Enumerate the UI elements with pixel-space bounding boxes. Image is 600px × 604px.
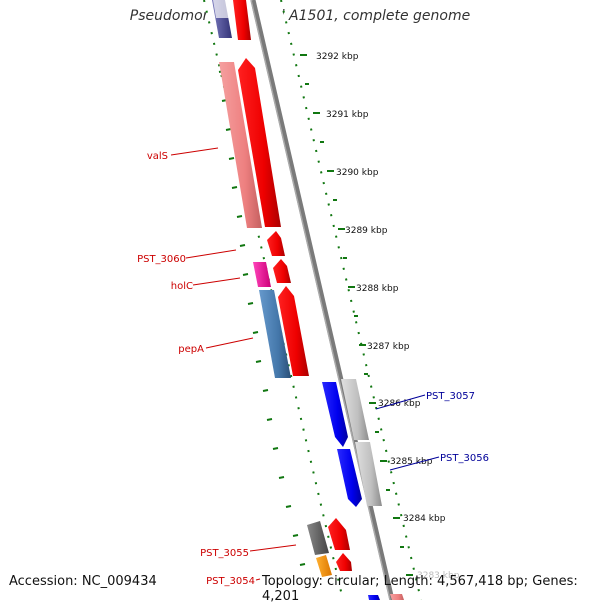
ruler-label: 3290 kbp: [336, 168, 379, 178]
gene-forward-valS[interactable]: [238, 58, 281, 227]
gene-reverse-pst3057[interactable]: [322, 382, 348, 447]
gene-label-pst3056[interactable]: PST_3056: [440, 453, 489, 464]
ruler-label: 3285 kbp: [390, 457, 433, 467]
gene-reverse-bottom[interactable]: [368, 595, 380, 600]
gene-forward-pst3060[interactable]: [267, 231, 285, 256]
gene-label-pst3060[interactable]: PST_3060: [137, 254, 186, 265]
gene-label-valS[interactable]: valS: [147, 151, 168, 162]
gene-label-holC[interactable]: holC: [171, 281, 193, 292]
gene-cog-pst3054[interactable]: [316, 555, 332, 577]
ruler-label: 3286 kbp: [378, 399, 421, 409]
gene-label-pepA[interactable]: pepA: [178, 344, 204, 355]
gene-cog-pst3057[interactable]: [341, 379, 369, 440]
ruler-labels: 3292 kbp 3291 kbp 3290 kbp 3289 kbp 3288…: [316, 52, 460, 581]
gene-cog-holC[interactable]: [253, 262, 271, 287]
gene-cog-pst3055[interactable]: [307, 521, 329, 555]
left-ruler-ticks: [218, 70, 306, 566]
accession-text: Accession: NC_009434: [9, 574, 157, 589]
ruler-label: 3288 kbp: [356, 284, 399, 294]
ruler-label: 3284 kbp: [403, 514, 446, 524]
ruler-label: 3287 kbp: [367, 342, 410, 352]
gene-forward-pepA[interactable]: [278, 286, 309, 376]
gene-label-pst3055[interactable]: PST_3055: [200, 548, 249, 559]
gene-cog-pepA[interactable]: [259, 290, 291, 378]
right-ruler-ticks: [300, 54, 413, 576]
gene-cog-pst3056[interactable]: [355, 442, 382, 506]
gene-forward-pst3055[interactable]: [328, 518, 350, 550]
label-leader-lines: [170, 147, 440, 581]
ruler-label: 3292 kbp: [316, 52, 359, 62]
gene-forward-top[interactable]: [233, 0, 251, 40]
gene-cog-white-top[interactable]: [213, 0, 231, 18]
gene-forward-pst3054[interactable]: [336, 553, 352, 571]
ruler-label: 3291 kbp: [326, 110, 369, 120]
gene-reverse-pst3056[interactable]: [337, 449, 362, 507]
gene-cog-bottom[interactable]: [390, 594, 404, 600]
gene-forward-holC[interactable]: [273, 259, 291, 283]
gene-label-pst3057[interactable]: PST_3057: [426, 391, 475, 402]
gene-label-pst3054[interactable]: PST_3054: [206, 576, 255, 587]
ruler-label: 3289 kbp: [345, 226, 388, 236]
ruler-label: 3283 kbp: [417, 571, 460, 581]
gene-cog-valS[interactable]: [219, 62, 262, 228]
gene-labels: valS PST_3060 holC pepA PST_3057 PST_305…: [137, 151, 489, 587]
inner-track-boundary: [280, 0, 422, 600]
